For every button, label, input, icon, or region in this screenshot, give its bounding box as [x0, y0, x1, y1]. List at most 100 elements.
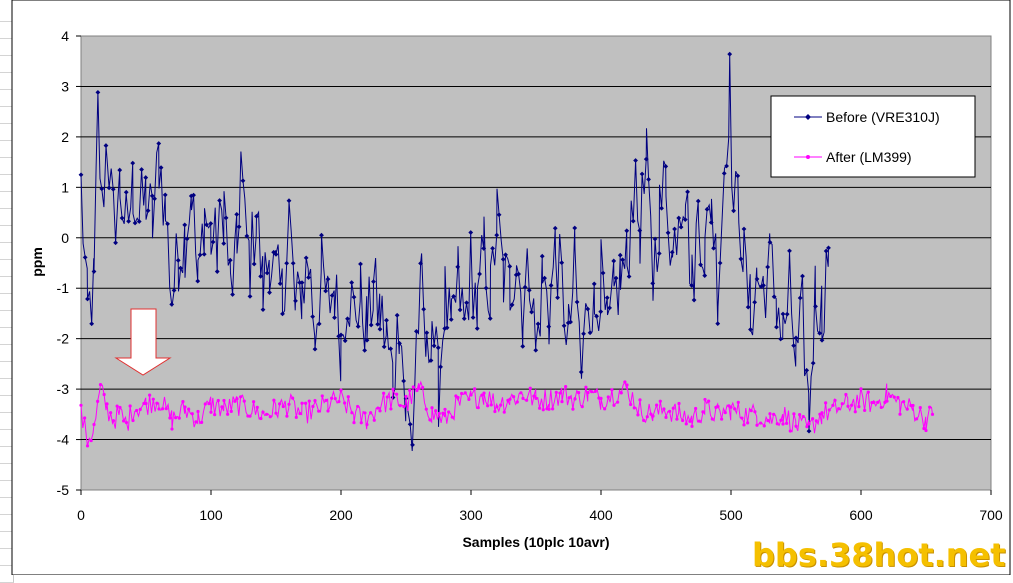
- data-point: [766, 418, 770, 423]
- data-point: [251, 261, 257, 267]
- data-point: [244, 233, 250, 239]
- data-point: [277, 281, 283, 287]
- data-point: [119, 215, 125, 221]
- data-point: [649, 412, 653, 416]
- data-point: [402, 405, 406, 409]
- data-point: [415, 388, 419, 393]
- data-point: [233, 399, 237, 403]
- data-point: [623, 380, 627, 384]
- data-point: [515, 400, 519, 404]
- data-point: [676, 215, 682, 221]
- data-point: [381, 344, 387, 350]
- data-point: [902, 400, 906, 404]
- data-point: [495, 405, 499, 409]
- data-point: [85, 444, 90, 448]
- data-point: [577, 391, 581, 395]
- data-point: [633, 158, 638, 163]
- data-point: [345, 316, 350, 322]
- data-point: [637, 228, 643, 233]
- data-point: [204, 222, 209, 228]
- data-point: [320, 394, 324, 398]
- data-point: [303, 255, 309, 261]
- data-point: [681, 418, 685, 423]
- data-point: [879, 405, 883, 410]
- data-point: [619, 391, 623, 395]
- data-point: [490, 245, 495, 251]
- data-point: [151, 397, 155, 401]
- data-point: [111, 419, 116, 423]
- data-point: [431, 343, 437, 349]
- data-point: [606, 395, 610, 399]
- data-point: [161, 407, 165, 411]
- data-point: [242, 399, 246, 403]
- data-point: [342, 338, 348, 344]
- data-point: [165, 221, 170, 227]
- gridlines: [81, 85, 991, 441]
- data-point: [659, 205, 664, 211]
- data-point: [148, 393, 152, 397]
- data-point: [820, 411, 824, 415]
- data-point: [559, 260, 565, 266]
- x-tick-label: 600: [849, 507, 873, 523]
- y-tick-label: -3: [57, 381, 70, 397]
- data-point: [463, 391, 467, 395]
- data-point: [312, 346, 318, 352]
- data-point: [418, 260, 423, 266]
- data-point: [109, 411, 113, 415]
- data-point: [772, 412, 776, 416]
- data-point: [187, 407, 191, 411]
- data-point: [313, 398, 317, 403]
- data-point: [499, 403, 503, 407]
- data-point: [298, 411, 302, 416]
- data-point: [526, 287, 532, 293]
- data-point: [421, 385, 425, 390]
- data-point: [568, 319, 573, 325]
- data-point: [840, 402, 844, 406]
- data-point: [227, 257, 233, 263]
- data-point: [85, 296, 90, 302]
- data-point: [407, 421, 413, 427]
- data-point: [827, 408, 831, 412]
- data-point: [638, 398, 642, 402]
- x-tick-label: 100: [199, 507, 223, 523]
- data-point: [630, 218, 636, 224]
- data-point: [395, 392, 399, 396]
- data-point: [804, 367, 810, 373]
- data-point: [792, 412, 796, 416]
- data-point: [414, 328, 419, 334]
- data-point: [685, 189, 690, 195]
- data-point: [675, 417, 679, 421]
- data-point: [162, 192, 168, 198]
- data-point: [181, 399, 185, 404]
- data-point: [512, 395, 516, 399]
- data-point: [655, 403, 659, 407]
- data-point: [106, 185, 112, 191]
- data-point: [715, 321, 721, 326]
- data-point: [317, 409, 321, 413]
- data-point: [368, 322, 374, 328]
- legend-label: Before (VRE310J): [826, 109, 940, 125]
- data-point: [626, 274, 632, 279]
- data-point: [356, 404, 360, 409]
- data-point: [175, 257, 181, 263]
- data-point: [248, 414, 252, 418]
- data-point: [684, 422, 688, 426]
- data-point: [547, 407, 551, 411]
- data-point: [664, 415, 668, 419]
- data-point: [350, 411, 354, 415]
- data-point: [457, 307, 463, 313]
- data-point: [372, 418, 376, 422]
- data-point: [304, 401, 308, 405]
- data-point: [581, 331, 586, 337]
- data-point: [82, 254, 88, 260]
- y-tick-label: -1: [57, 280, 70, 296]
- y-axis-title: ppm: [29, 247, 45, 277]
- data-point: [677, 401, 681, 406]
- data-point: [738, 256, 744, 262]
- data-point: [806, 428, 812, 434]
- data-point: [300, 401, 304, 405]
- data-point: [603, 407, 607, 411]
- data-point: [810, 360, 816, 366]
- data-point: [455, 264, 461, 270]
- data-point: [197, 252, 203, 258]
